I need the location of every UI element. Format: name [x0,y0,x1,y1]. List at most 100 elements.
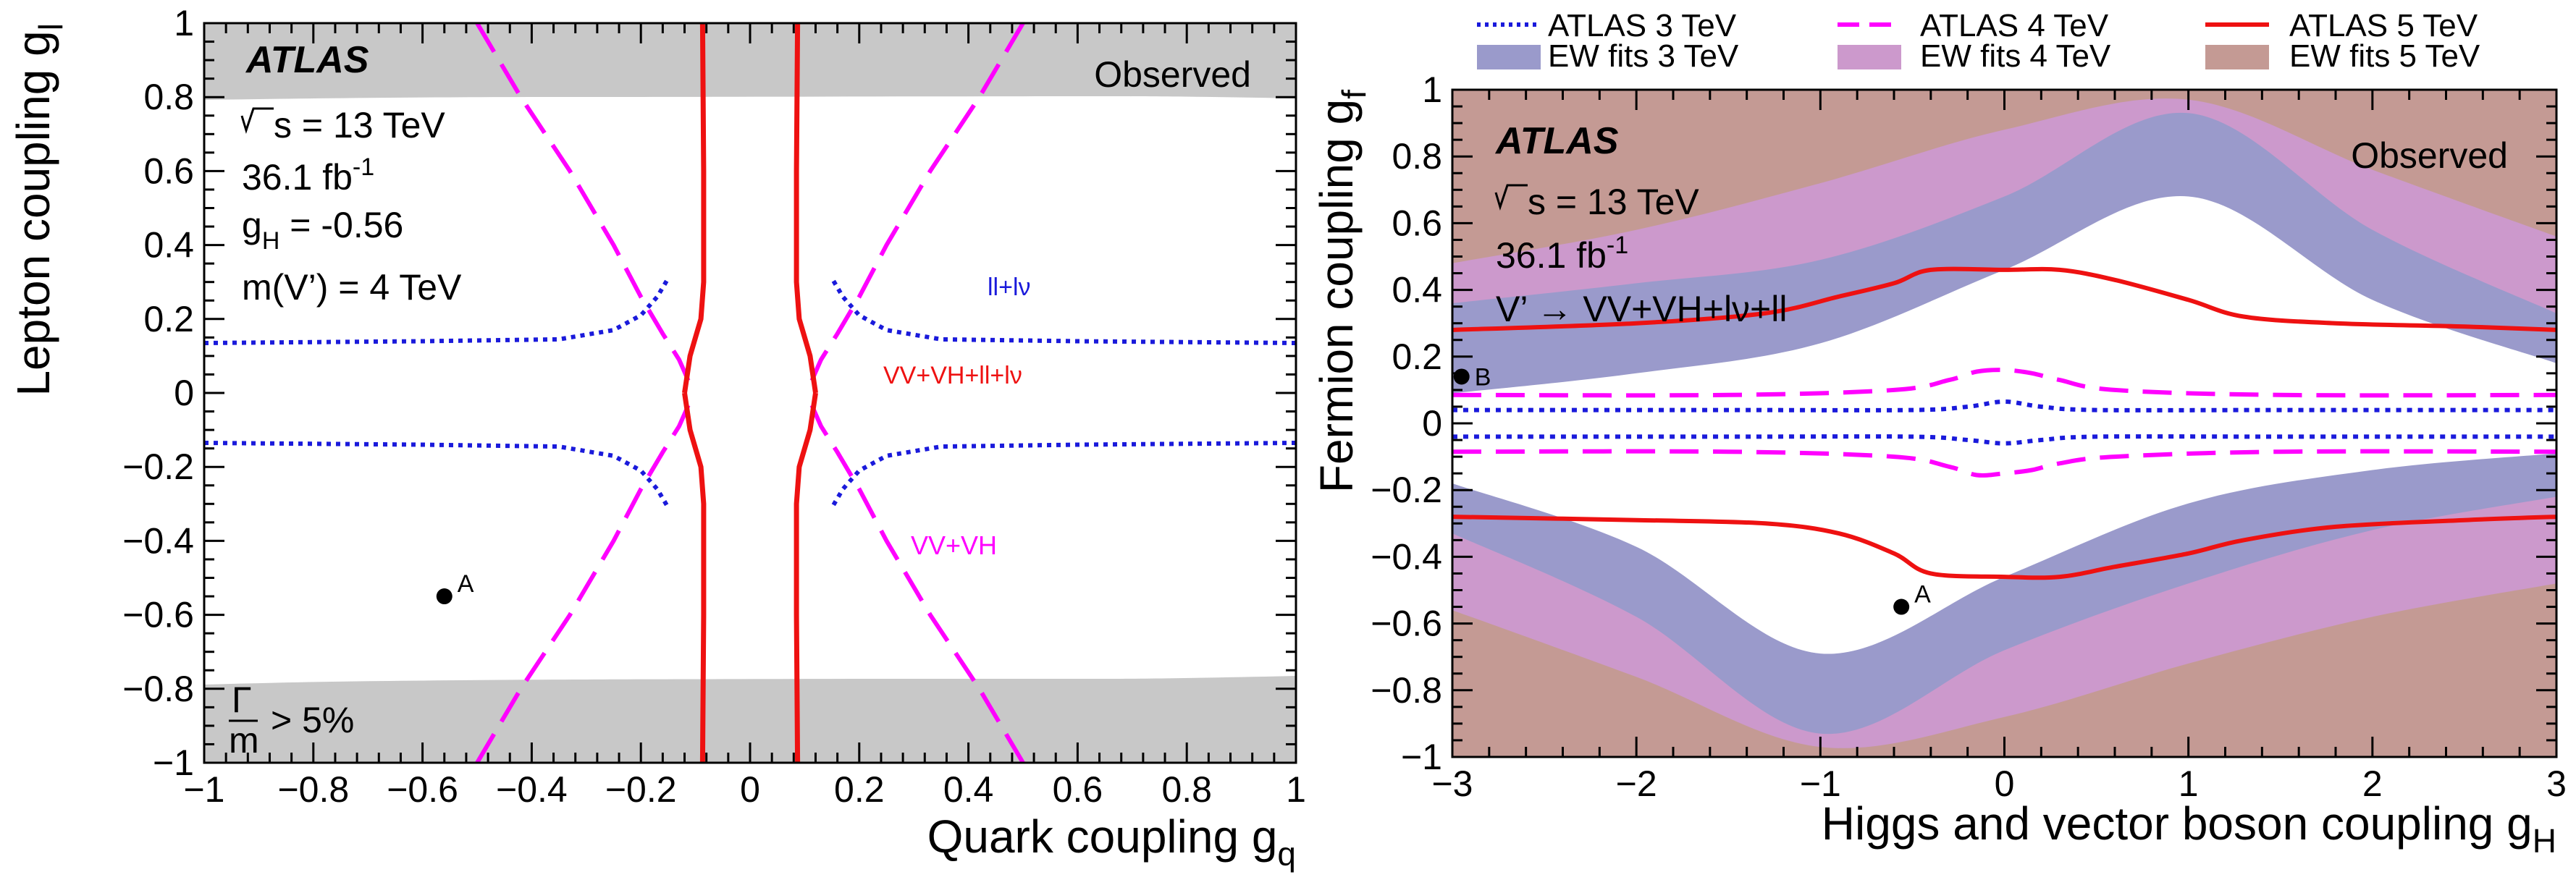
left-chart: −1 −0.8 −0.6 −0.4 −0.2 0 0.2 0.4 0.6 0.8 1 1 0.8 0.6 0… [7,3,1306,873]
left-curve-dashed [805,392,1025,763]
label-combined-curves: VV+VH+ll+lν [883,362,1022,389]
left-x-tick-label: −0.6 [387,769,458,810]
left-y-tick-label: 1 [174,3,194,43]
right-curve-atlas-5-tev-lower [1452,515,2556,580]
width-excluded-band-upper [204,23,1296,100]
right-point-a-marker [1893,598,1910,615]
left-x-tick-label: −0.8 [277,769,349,810]
left-ticks: −1 −0.8 −0.6 −0.4 −0.2 0 0.2 0.4 0.6 0.8 1 1 0.8 0.6 0… [122,3,1306,810]
right-y-tick-label: −0.4 [1371,536,1442,577]
legend-swatch-ew-4tev [1838,45,1901,69]
legend-label-ew-5tev: EW fits 5 TeV [2289,38,2480,74]
left-experiment-label: ATLAS [245,39,369,81]
legend-label-atlas-5tev: ATLAS 5 TeV [2289,8,2478,43]
legend-swatch-ew-3tev [1477,45,1541,69]
right-y-tick-label: 0.6 [1392,203,1442,243]
left-y-tick-label: −1 [153,742,194,783]
label-bosonic-curves: VV+VH [911,530,997,560]
left-plot-area [204,23,1296,763]
left-gh-value: gH = -0.56 [242,205,403,255]
left-y-axis-title: Lepton coupling gl [7,23,70,397]
right-lumi: 36.1 fb-1 [1496,232,1628,276]
left-curve-dashed [805,23,1025,394]
left-sqrt-sign [240,107,274,134]
left-curve-dotted [830,277,1296,345]
legend-label-ew-4tev: EW fits 4 TeV [1920,38,2111,74]
right-legend: ATLAS 3 TeV ATLAS 4 TeV ATLAS 5 TeV EW f… [1477,8,2480,74]
left-info-box: s = 13 TeV 36.1 fb-1 gH = -0.56 m(V’) = … [240,105,462,308]
right-curve-atlas-4-tev-lower [1452,449,2556,478]
left-curve-solid [682,392,707,763]
right-y-tick-label: 0.4 [1392,270,1442,310]
left-x-tick-label: 0.6 [1053,769,1103,810]
left-x-tick-label: −0.2 [605,769,677,810]
right-info-box: s = 13 TeV 36.1 fb-1 V’ → VV+VH+lν+ll [1494,182,1787,329]
left-y-tick-label: −0.4 [122,520,194,561]
legend-swatch-ew-5tev [2205,45,2269,69]
right-process: V’ → VV+VH+lν+ll [1496,289,1787,329]
left-point-a: A [436,570,474,605]
left-x-tick-label: −0.4 [496,769,568,810]
left-point-a-label: A [458,570,474,598]
right-x-tick-label: 1 [2179,763,2199,804]
left-y-tick-label: 0.2 [143,299,194,339]
right-chart: −3 −2 −1 0 1 2 3 1 0.8 0.6 0.4 0.2 0 −0.2 −0.4 −0.6 −0.8… [1310,8,2567,860]
right-x-tick-label: −1 [1800,763,1841,804]
right-sqrt-sign [1494,184,1528,211]
left-curve-dotted [204,441,670,509]
right-y-tick-label: 0 [1422,403,1442,444]
right-x-tick-label: 3 [2546,763,2567,804]
left-y-tick-label: 0.4 [143,225,194,266]
left-x-tick-label: 1 [1286,769,1306,810]
right-y-tick-label: −0.2 [1371,470,1442,510]
right-point-b-marker [1453,368,1470,385]
right-ticks: −3 −2 −1 0 1 2 3 1 0.8 0.6 0.4 0.2 0 −0.2 −0.4 −0.6 −0.8… [1371,69,2567,804]
left-x-tick-label: 0.2 [834,769,885,810]
right-point-a-label: A [1914,581,1931,609]
width-excluded-band-lower [204,676,1296,763]
right-x-tick-label: 2 [2362,763,2383,804]
ew-fits-allowed-region [1452,196,2556,654]
left-plot-content [204,23,1296,763]
legend-label-atlas-3tev: ATLAS 3 TeV [1548,8,1737,43]
right-curve-atlas-4-tev-upper [1452,368,2556,398]
left-sqrt-s: s = 13 TeV [274,105,445,145]
right-x-tick-label: 0 [1995,763,2015,804]
left-curve-solid [794,23,818,394]
label-leptonic-curves: ll+lν [988,274,1031,301]
right-y-tick-label: 1 [1422,69,1442,110]
left-lumi: 36.1 fb-1 [242,153,374,198]
right-curve-atlas-3-tev-upper [1452,399,2556,412]
left-curve-dashed [475,23,695,394]
right-y-axis-title: Fermion coupling gf [1310,90,1373,493]
left-x-tick-label: −1 [183,769,224,810]
right-y-tick-label: 0.8 [1392,136,1442,177]
left-x-tick-label: 0.8 [1161,769,1212,810]
right-x-tick-label: −2 [1616,763,1657,804]
right-experiment-label: ATLAS [1494,120,1619,162]
left-point-a-marker [436,588,453,605]
left-x-axis-title: Quark coupling gq [927,811,1296,873]
left-curves [204,23,1296,763]
left-y-tick-label: 0.8 [143,77,194,117]
right-x-axis-title: Higgs and vector boson coupling gH [1822,797,2556,860]
left-curve-dashed [475,392,695,763]
width-note-numerator: Γ [232,680,252,720]
left-x-tick-label: 0 [740,769,760,810]
right-bands [1452,98,2556,748]
legend-label-atlas-4tev: ATLAS 4 TeV [1920,8,2109,43]
right-sqrt-s: s = 13 TeV [1528,182,1699,222]
right-y-tick-label: −0.8 [1371,670,1442,711]
right-y-tick-label: −0.6 [1371,604,1442,644]
right-curve-atlas-5-tev-upper [1452,266,2556,332]
right-y-tick-label: 0.2 [1392,337,1442,377]
legend-label-ew-3tev: EW fits 3 TeV [1548,38,1739,74]
left-y-tick-label: 0.6 [143,151,194,191]
left-curve-solid [682,23,707,394]
left-curve-dotted [204,277,670,345]
left-curve-dotted [830,441,1296,509]
left-y-tick-label: −0.6 [122,595,194,635]
right-points: A B [1453,363,1931,615]
left-y-tick-label: 0 [174,373,194,413]
